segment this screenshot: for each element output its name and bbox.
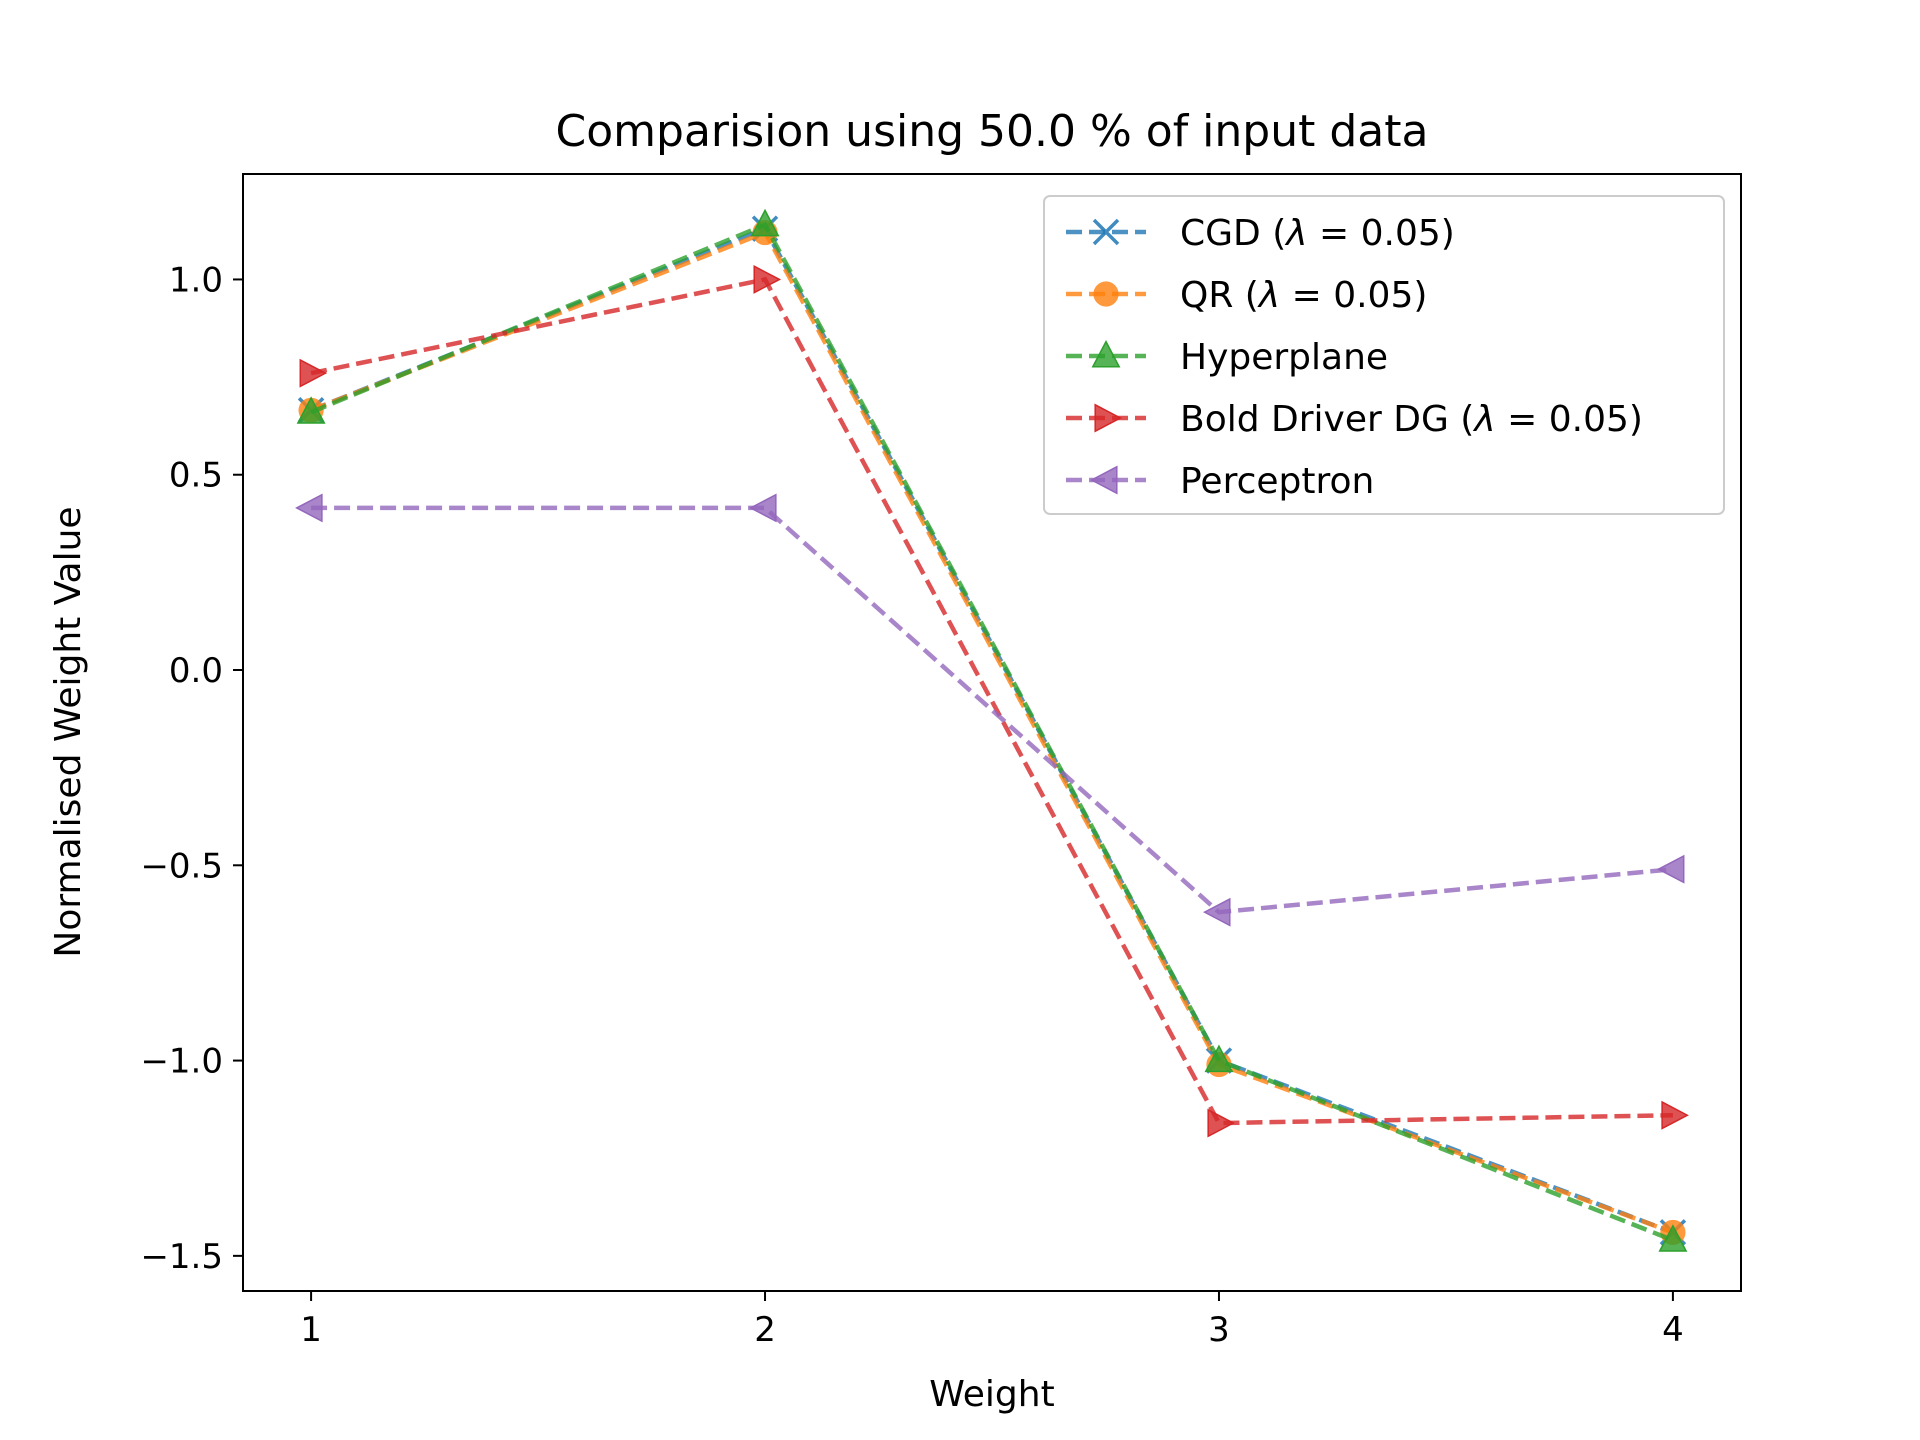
data-point xyxy=(1202,897,1231,927)
x-tick-label: 4 xyxy=(1662,1310,1684,1350)
data-point xyxy=(1661,1100,1689,1130)
legend-label: Hyperplane xyxy=(1180,337,1388,378)
series-line xyxy=(311,505,1674,915)
y-tick-label: 0.5 xyxy=(169,456,223,496)
plot-frame xyxy=(242,173,1742,1292)
legend-entry: QR (λ = 0.05) xyxy=(1066,275,1427,316)
legend-marker xyxy=(1089,465,1118,495)
series-line xyxy=(310,221,1674,1243)
legend-label: Bold Driver DG (λ = 0.05) xyxy=(1180,399,1643,440)
series-2 xyxy=(296,208,1688,1252)
y-axis-label: Normalised Weight Value xyxy=(48,506,89,957)
y-tick-label: −1.5 xyxy=(140,1237,223,1277)
legend: CGD (λ = 0.05) QR (λ = 0.05) Hyperplane Bol… xyxy=(1043,195,1725,515)
legend-entry: CGD (λ = 0.05) xyxy=(1066,213,1455,254)
legend-entry: Hyperplane xyxy=(1066,337,1388,378)
data-point xyxy=(753,265,782,294)
legend-label: CGD (λ = 0.05) xyxy=(1180,213,1455,254)
series-line xyxy=(310,276,1673,1126)
legend-entry: Bold Driver DG (λ = 0.05) xyxy=(1066,399,1643,440)
data-point xyxy=(750,208,780,237)
legend-marker xyxy=(1093,281,1119,307)
legend-box xyxy=(1043,195,1725,515)
y-tick-label: 0.0 xyxy=(169,651,223,691)
data-point xyxy=(1658,1224,1688,1252)
data-point xyxy=(1656,854,1685,884)
data-point xyxy=(295,493,323,523)
legend-label: QR (λ = 0.05) xyxy=(1180,275,1427,316)
y-tick-label: 1.0 xyxy=(169,260,223,300)
data-point xyxy=(296,396,326,424)
legend-marker xyxy=(1092,218,1120,246)
chart-title: Comparision using 50.0 % of input data xyxy=(556,106,1429,157)
series-3 xyxy=(299,265,1689,1138)
series-line xyxy=(310,229,1674,1235)
x-tick-label: 3 xyxy=(1208,1310,1230,1350)
data-point xyxy=(749,493,777,523)
x-tick-label: 2 xyxy=(754,1310,776,1350)
y-tick-label: −1.0 xyxy=(140,1042,223,1082)
x-axis-label: Weight xyxy=(929,1374,1054,1415)
data-point xyxy=(299,358,328,388)
data-point xyxy=(1204,1044,1234,1073)
y-axis: 1.0 0.5 0.0 −0.5 −1.0 −1.5 xyxy=(140,260,243,1277)
x-axis: 1 2 3 4 xyxy=(300,1291,1684,1350)
series-4 xyxy=(295,493,1685,927)
data-point xyxy=(1207,1108,1235,1138)
legend-marker xyxy=(1091,339,1121,368)
legend-marker xyxy=(1094,403,1123,433)
x-tick-label: 1 xyxy=(300,1310,322,1350)
y-tick-label: −0.5 xyxy=(140,846,223,886)
legend-entry: Perceptron xyxy=(1066,461,1374,502)
plot-lines xyxy=(295,208,1689,1252)
legend-label: Perceptron xyxy=(1180,461,1374,502)
